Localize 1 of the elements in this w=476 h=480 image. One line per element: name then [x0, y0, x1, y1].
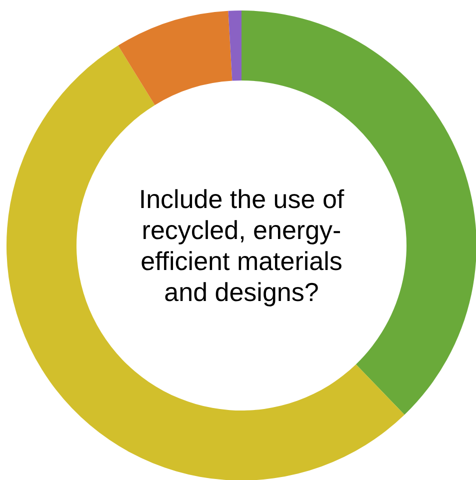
text: Include the use of recycled, energy- efficient materials and designs?	[138, 184, 345, 307]
